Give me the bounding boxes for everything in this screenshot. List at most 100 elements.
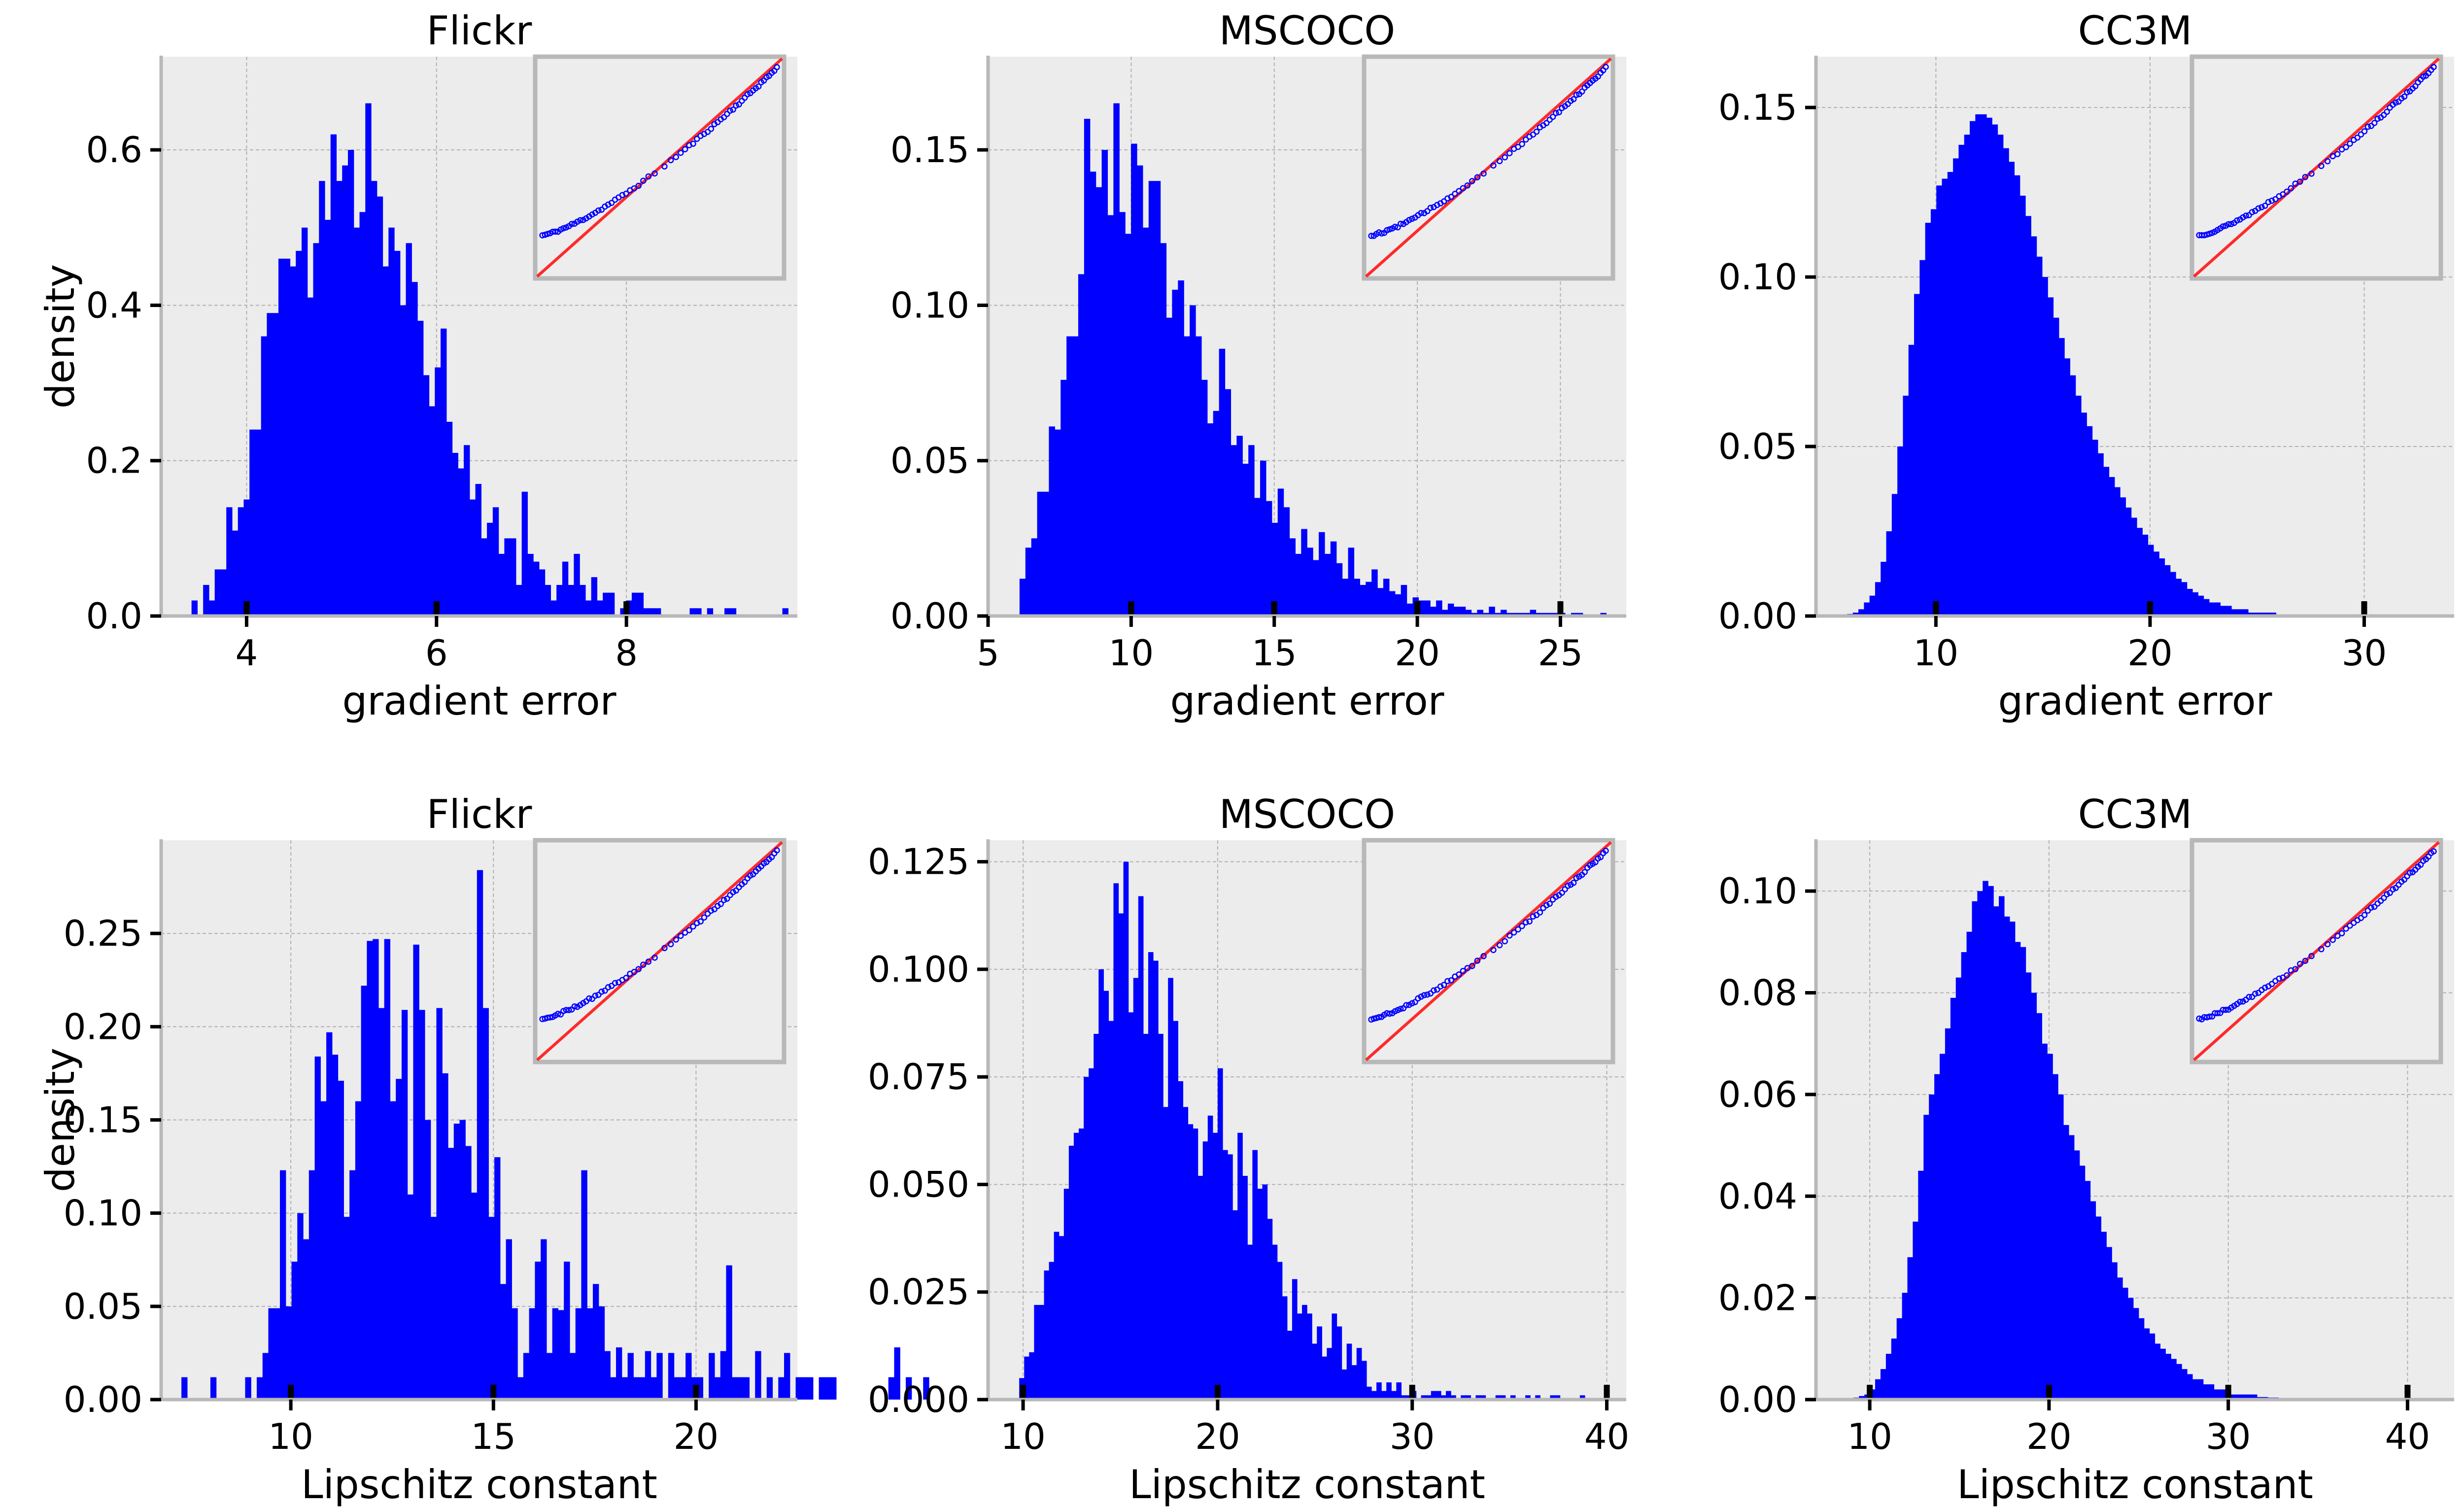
histogram-bars: [1019, 861, 1585, 1400]
qq-point: [1496, 158, 1503, 165]
histogram-bar: [320, 1101, 327, 1400]
qq-point: [544, 231, 551, 237]
histogram-bar: [285, 1306, 292, 1400]
histogram-bar: [1277, 488, 1284, 616]
qq-point: [667, 157, 674, 164]
baseline-marker: [1867, 1385, 1873, 1400]
histogram-bar: [488, 1217, 495, 1400]
chart-title: Flickr: [427, 791, 532, 837]
histogram-bar: [1219, 348, 1226, 616]
histogram-bar: [384, 939, 391, 1400]
histogram-bar: [888, 1377, 895, 1400]
histogram-bar: [639, 1377, 646, 1400]
x-tick-label: 10: [1914, 632, 1959, 674]
histogram-bar: [521, 491, 528, 616]
qq-point: [1434, 202, 1440, 208]
qq-point: [2361, 912, 2368, 918]
histogram-bar: [2097, 453, 2104, 616]
qq-point: [1424, 208, 1431, 214]
histogram-bar: [1936, 185, 1943, 617]
x-tick-label: 20: [674, 1416, 719, 1457]
qq-point: [1573, 92, 1580, 98]
qq-point: [1480, 953, 1487, 960]
histogram-bar: [1184, 336, 1190, 616]
histogram-bar: [1163, 1107, 1168, 1400]
histogram-bar: [1930, 209, 1937, 617]
qq-point: [774, 64, 780, 70]
histogram-bar: [2192, 1379, 2198, 1400]
histogram-bar: [2181, 582, 2188, 616]
y-tick-label: 0.025: [868, 1271, 969, 1313]
histogram-bar: [795, 1377, 802, 1400]
histogram-bar: [627, 1353, 634, 1400]
qq-points: [1368, 64, 1609, 239]
histogram-bar: [2075, 395, 2082, 616]
histogram-bar: [1983, 881, 1988, 1400]
histogram-bar: [500, 1284, 507, 1400]
histogram-bar: [1094, 1033, 1099, 1400]
histogram-bar: [1500, 1395, 1506, 1400]
qq-point: [2406, 869, 2413, 876]
histogram-bar: [1301, 529, 1307, 616]
qq-point: [693, 136, 700, 142]
histogram-bar: [2036, 1013, 2042, 1400]
qq-point: [1570, 96, 1577, 103]
qq-point: [566, 1007, 572, 1013]
qq-point: [547, 1014, 553, 1021]
qq-point: [1546, 900, 1553, 907]
histogram-bar: [1073, 1132, 1079, 1400]
histogram-bar: [1525, 1395, 1531, 1400]
y-tick-label: 0.4: [86, 284, 142, 326]
histogram-bar: [1579, 1395, 1585, 1400]
qq-point: [1603, 64, 1609, 70]
histogram-bar: [1858, 609, 1864, 616]
histogram-bar: [1242, 1176, 1248, 1400]
histogram-bar: [894, 1347, 900, 1400]
y-tick-label: 0.08: [1718, 972, 1797, 1014]
histogram-bar: [1084, 1077, 1089, 1400]
histogram-bar: [1231, 445, 1237, 616]
histogram-bar: [1095, 187, 1102, 616]
histogram-bar: [1113, 883, 1119, 1400]
histogram-bar: [2241, 1394, 2247, 1400]
histogram-bar: [388, 227, 395, 616]
histogram-bar: [598, 1306, 605, 1400]
histogram-bar: [2079, 1165, 2086, 1400]
qq-point: [690, 140, 696, 147]
qq-point: [1537, 909, 1543, 916]
histogram-bar: [1902, 1293, 1908, 1400]
qq-reference-line: [536, 841, 783, 1062]
histogram-bar: [1034, 1304, 1040, 1400]
y-tick-label: 0.04: [1718, 1175, 1797, 1217]
qq-point: [2308, 171, 2315, 177]
histogram-bar: [1044, 1270, 1050, 1400]
histogram-bar: [654, 608, 661, 616]
qq-point: [1460, 968, 1467, 974]
qq-point: [673, 936, 679, 943]
qq-point: [598, 989, 605, 995]
histogram-bar: [1193, 1128, 1198, 1400]
y-tick-label: 0.125: [868, 841, 969, 883]
histogram-bar: [1207, 1115, 1213, 1400]
histogram-bar: [1480, 1395, 1486, 1400]
qq-point: [2249, 994, 2256, 1000]
histogram-bar: [2068, 1135, 2075, 1400]
qq-point: [1440, 982, 1447, 988]
histogram-bar: [1283, 507, 1290, 616]
histogram-bar: [2251, 1394, 2258, 1400]
histogram-bar: [1247, 1244, 1253, 1400]
histogram-bar: [581, 1170, 587, 1400]
histogram-bar: [1406, 603, 1413, 616]
histogram-bar: [453, 1124, 460, 1400]
histogram-bar: [650, 1377, 657, 1400]
histogram-bar: [1059, 1236, 1064, 1400]
histogram-bar: [689, 608, 696, 616]
histogram-bar: [1360, 584, 1366, 616]
histogram-bar: [1119, 212, 1126, 616]
qq-point: [1418, 994, 1424, 1000]
histogram-bar: [413, 944, 419, 1400]
qq-point: [2347, 140, 2353, 147]
histogram-bar: [1950, 997, 1956, 1400]
x-tick-label: 25: [1538, 632, 1583, 674]
histogram-bar: [442, 1073, 448, 1400]
